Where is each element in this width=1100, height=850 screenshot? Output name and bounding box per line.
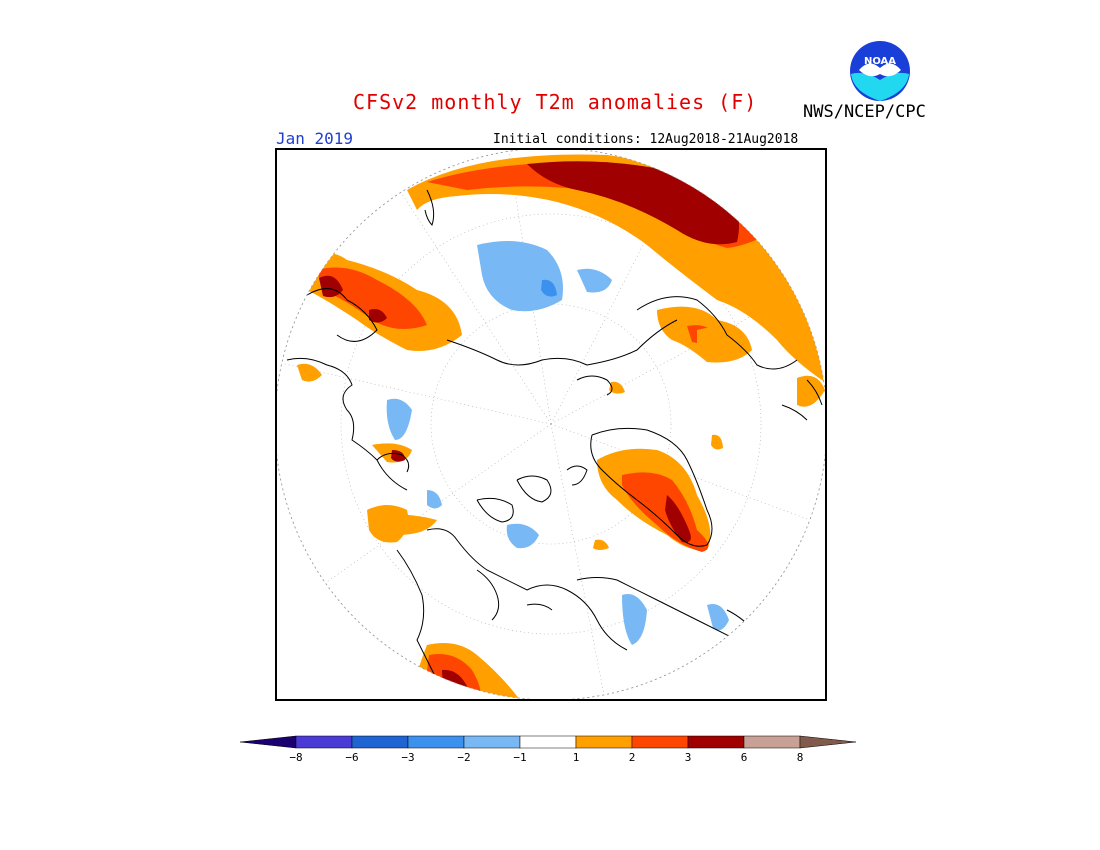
- colorbar-tick-label: 8: [797, 751, 804, 764]
- cool-anomaly-labrador: [707, 604, 729, 631]
- colorbar-bin: [407, 735, 465, 749]
- hot-anomaly-east-asia: [319, 275, 343, 298]
- colorbar-tick-label: 1: [573, 751, 580, 764]
- latitude-line: [430, 303, 672, 545]
- warm-anomaly-small-2: [372, 514, 437, 535]
- latitude-line: [340, 213, 762, 635]
- colorbar-bin-low-arrow: [239, 735, 297, 749]
- forecast-month: Jan 2019: [276, 129, 354, 148]
- colorbar-bin: [631, 735, 689, 749]
- colorbar-tick-label: −8: [289, 751, 302, 764]
- colorbar-tick-label: 6: [741, 751, 748, 764]
- chart-title: CFSv2 monthly T2m anomalies (F): [353, 90, 758, 114]
- cool-anomaly-canada-north: [506, 523, 539, 549]
- colorbar-bin: [519, 735, 577, 749]
- colorbar-tick-label: 3: [685, 751, 692, 764]
- colorbar-bin: [743, 735, 801, 749]
- polar-map: [277, 150, 825, 699]
- colorbar-tick-label: −2: [457, 751, 470, 764]
- hot-anomaly-greenland: [665, 495, 691, 543]
- colorbar-bin: [575, 735, 633, 749]
- warm-anomaly-small-5: [797, 375, 825, 407]
- logo-text: NOAA: [864, 56, 896, 67]
- cool-anomaly-arctic-canada: [427, 490, 442, 509]
- noaa-logo-icon: NOAA: [850, 41, 910, 101]
- hot-anomaly-east-asia-2: [369, 309, 387, 323]
- hot-anomaly-kamchatka: [391, 450, 405, 462]
- warm-anomaly-small-6: [609, 381, 625, 394]
- cool-anomaly-bering: [386, 398, 412, 440]
- colorbar-tick-label: −6: [345, 751, 358, 764]
- colorbar-bin: [687, 735, 745, 749]
- initial-conditions: Initial conditions: 12Aug2018-21Aug2018: [493, 132, 799, 147]
- colorbar-bin: [295, 735, 353, 749]
- agency-label: NWS/NCEP/CPC: [803, 102, 926, 122]
- warm-anomaly-small-3: [593, 539, 609, 550]
- warm-anomaly-small-1: [297, 363, 322, 382]
- meridian-lines: [277, 150, 825, 699]
- warm-anomaly-east-asia-core: [317, 267, 427, 329]
- cool-anomaly-siberia-core: [541, 279, 557, 297]
- cool-anomaly-hudson: [622, 594, 647, 645]
- cool-anomaly-siberia: [477, 241, 563, 312]
- color-scale-legend: −8 −6 −3 −2 −1 1 2 3 6 8: [239, 735, 857, 764]
- warm-anomaly-small-4: [711, 434, 723, 450]
- colorbar-tick-label: −1: [513, 751, 526, 764]
- colorbar-tick-label: −3: [401, 751, 414, 764]
- cool-anomaly-siberia-east: [577, 268, 612, 293]
- colorbar-bin: [463, 735, 521, 749]
- warm-anomaly-small-7: [697, 326, 747, 352]
- colorbar-bin: [351, 735, 409, 749]
- colorbar-bin-high-arrow: [799, 735, 857, 749]
- colorbar-tick-label: 2: [629, 751, 636, 764]
- map-frame: [275, 148, 827, 701]
